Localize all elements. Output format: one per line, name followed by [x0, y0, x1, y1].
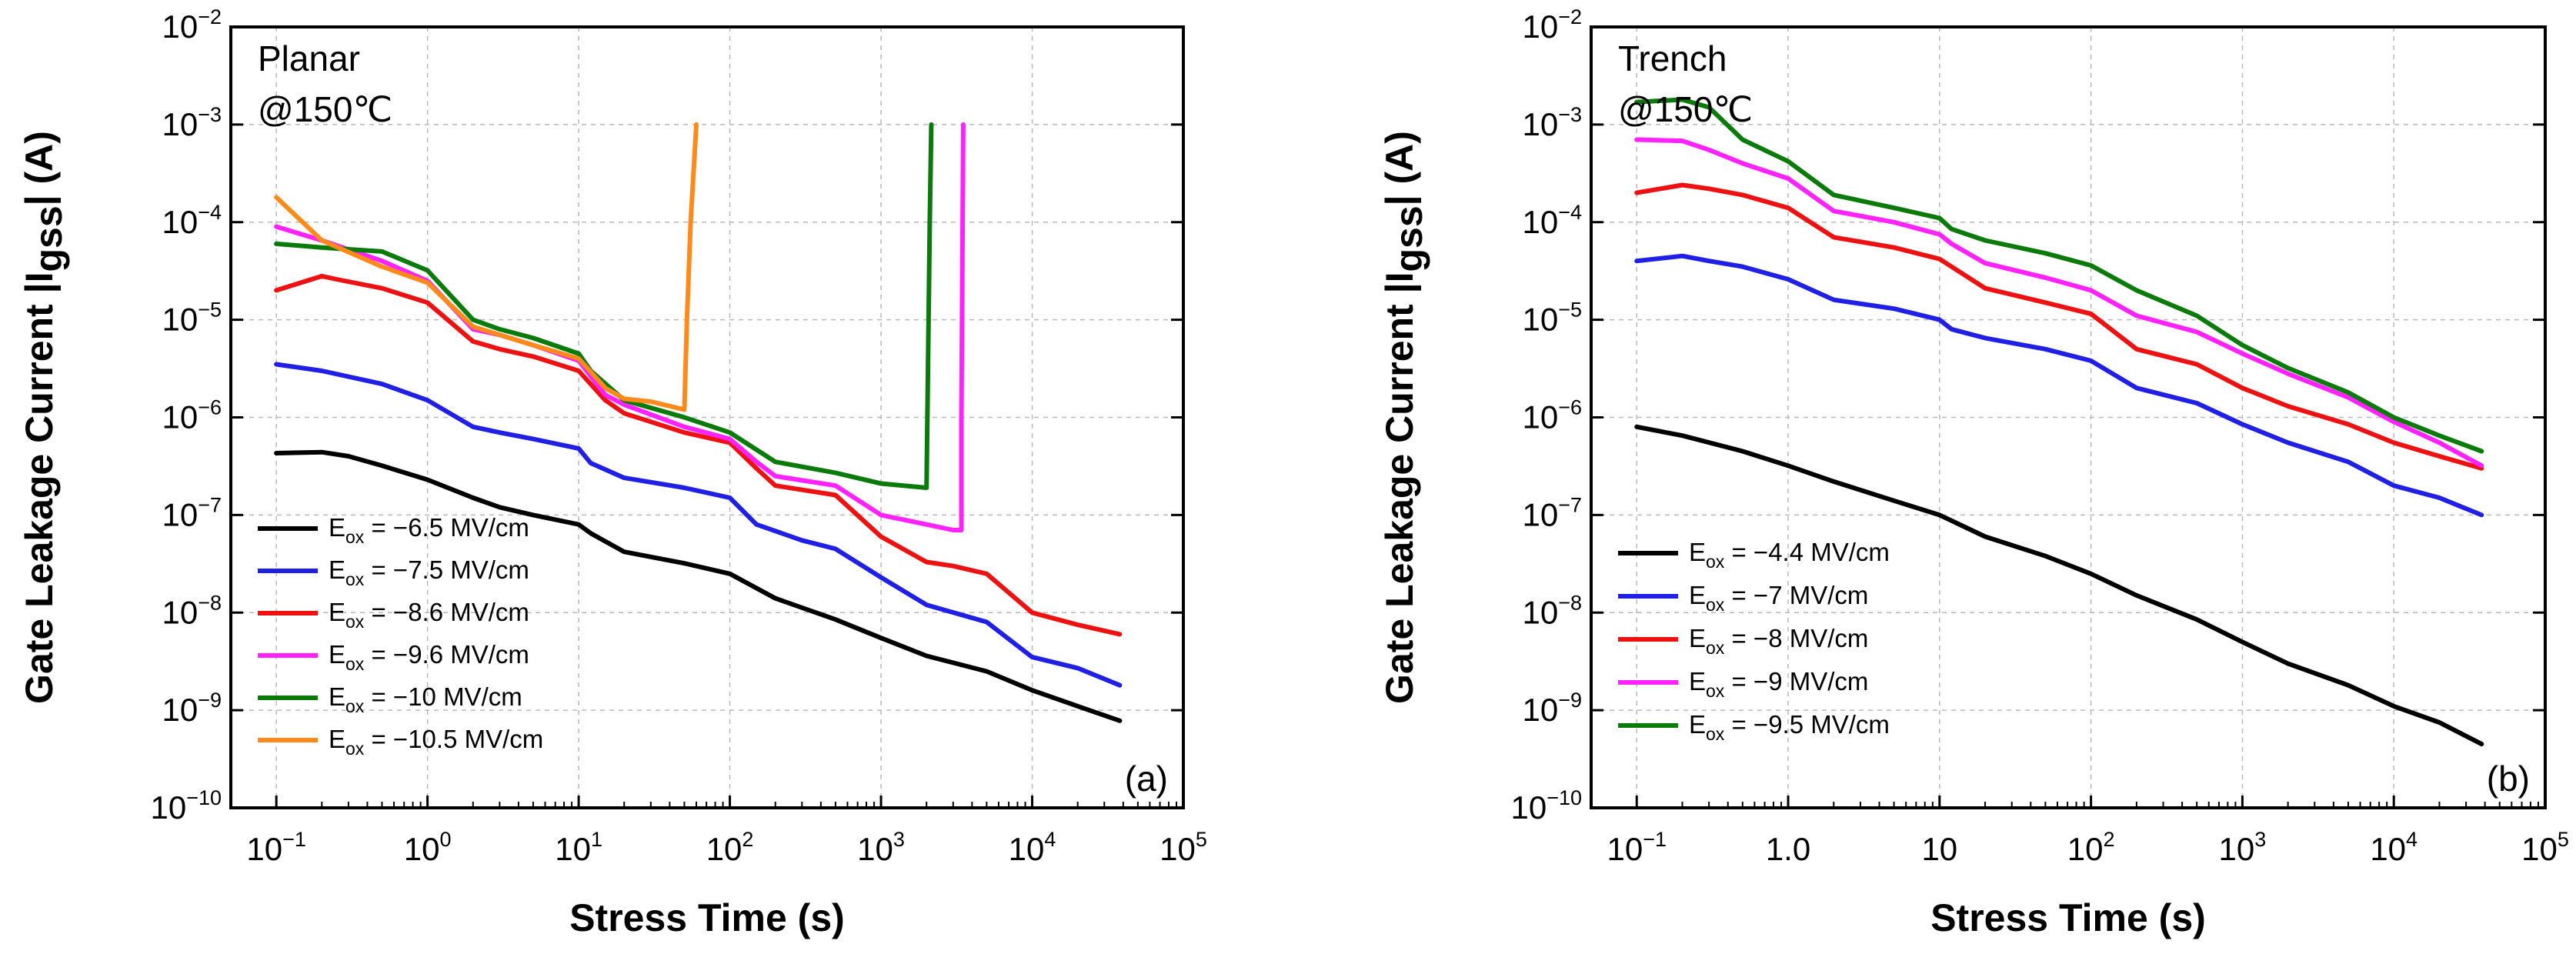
- y-tick-label: 10−10: [1510, 786, 1582, 826]
- y-tick-label: 10−9: [1522, 689, 1582, 728]
- x-tick-label: 102: [2067, 828, 2115, 867]
- series-line-2: [274, 273, 1123, 637]
- series-line-0: [1634, 424, 2484, 747]
- y-tick-label: 10−9: [162, 689, 222, 728]
- x-tick-label: 100: [404, 828, 452, 867]
- legend-entry: Eox = −4.4 MV/cm: [1689, 538, 1890, 572]
- legend-entry: Eox = −10.5 MV/cm: [329, 725, 543, 759]
- y-tick-label: 10−6: [162, 396, 222, 435]
- temperature-label: @150℃: [1618, 89, 1753, 129]
- x-tick-label: 10: [1921, 831, 1957, 867]
- y-tick-label: 10−5: [162, 299, 222, 338]
- series-line-3: [1634, 137, 2484, 469]
- panel-label: (a): [1125, 759, 1168, 799]
- x-tick-label: 101: [555, 828, 602, 867]
- y-tick-label: 10−8: [162, 591, 222, 630]
- x-axis-title: Stress Time (s): [569, 896, 845, 939]
- series-line-3: [274, 122, 966, 532]
- x-tick-label: 10−1: [1607, 828, 1667, 867]
- x-tick-label: 105: [2521, 828, 2569, 867]
- y-tick-label: 10−7: [162, 493, 222, 532]
- legend-entry: Eox = −7.5 MV/cm: [329, 555, 529, 589]
- y-tick-label: 10−3: [162, 103, 222, 142]
- y-tick-label: 10−8: [1522, 591, 1582, 630]
- x-tick-label: 104: [2370, 828, 2418, 867]
- device-type-label: Trench: [1618, 38, 1727, 78]
- y-tick-label: 10−4: [162, 201, 222, 240]
- series-line-1: [1634, 253, 2484, 518]
- device-type-label: Planar: [258, 38, 360, 78]
- panel-label: (b): [2487, 759, 2530, 799]
- y-axis-title: Gate Leakage Current |Igss| (A): [18, 131, 70, 704]
- x-tick-label: 103: [857, 828, 905, 867]
- y-tick-label: 10−6: [1522, 396, 1582, 435]
- x-tick-label: 102: [706, 828, 754, 867]
- x-tick-label: 105: [1160, 828, 1207, 867]
- y-tick-label: 10−7: [1522, 493, 1582, 532]
- y-tick-label: 10−2: [162, 5, 222, 45]
- y-tick-label: 10−10: [150, 786, 222, 826]
- y-tick-label: 10−3: [1522, 103, 1582, 142]
- x-tick-label: 10−1: [246, 828, 306, 867]
- series-line-0: [274, 449, 1123, 723]
- legend-entry: Eox = −7 MV/cm: [1689, 581, 1868, 615]
- x-tick-label: 103: [2219, 828, 2267, 867]
- legend-entry: Eox = −9.5 MV/cm: [1689, 710, 1890, 744]
- temperature-label: @150℃: [258, 89, 392, 129]
- y-tick-label: 10−5: [1522, 299, 1582, 338]
- legend-entry: Eox = −9 MV/cm: [1689, 667, 1868, 701]
- trench-chart-panel: 10−1 1.0 10 102 103 104 105 10−10 10−9 10−8 10−7 10…: [1378, 5, 2569, 939]
- planar-chart-panel: 10−1 100 101 102 103 104 105 10−10 10−9 10−8 10−7 1…: [18, 5, 1207, 939]
- legend-entry: Eox = −8.6 MV/cm: [329, 598, 529, 632]
- series-line-5: [274, 122, 699, 412]
- series-line-4: [274, 122, 934, 490]
- x-tick-label: 104: [1009, 828, 1056, 867]
- x-axis-title: Stress Time (s): [1930, 896, 2206, 939]
- series-line-2: [1634, 182, 2484, 471]
- x-tick-label: 1.0: [1766, 831, 1810, 867]
- series-line-1: [274, 362, 1123, 688]
- series-line-4: [1634, 97, 2484, 454]
- legend-entry: Eox = −9.6 MV/cm: [329, 640, 529, 674]
- y-tick-label: 10−4: [1522, 201, 1582, 240]
- y-axis-title: Gate Leakage Current |Igss| (A): [1378, 131, 1430, 704]
- legend-entry: Eox = −10 MV/cm: [329, 682, 522, 716]
- y-tick-label: 10−2: [1522, 5, 1582, 45]
- legend-entry: Eox = −8 MV/cm: [1689, 624, 1868, 658]
- legend-entry: Eox = −6.5 MV/cm: [329, 513, 529, 547]
